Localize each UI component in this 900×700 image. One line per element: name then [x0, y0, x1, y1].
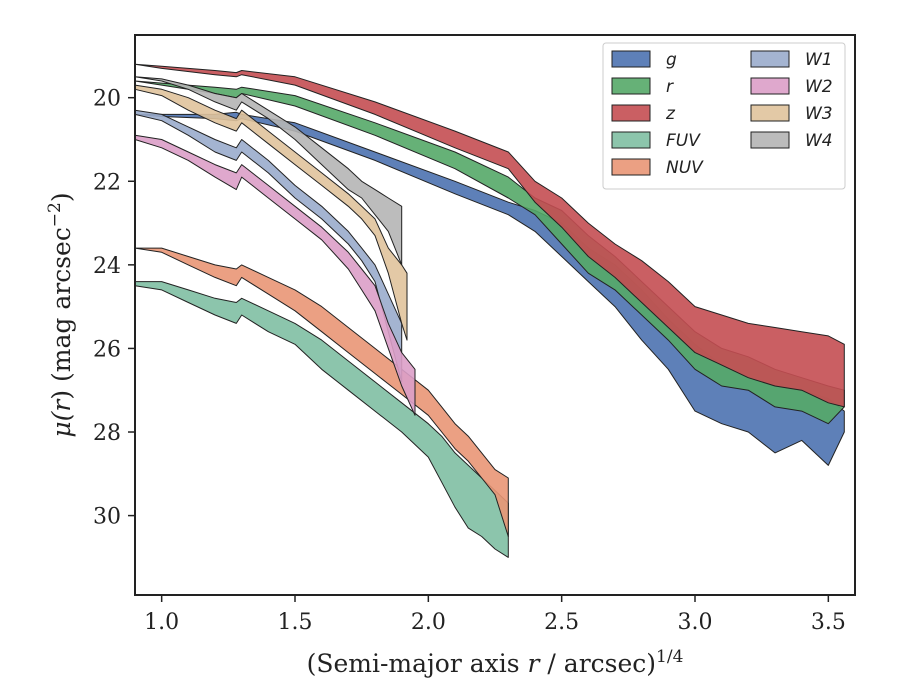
legend-swatch-fuv	[611, 131, 651, 149]
y-tick-label: 26	[93, 337, 121, 362]
x-axis-label: (Semi-major axis r / arcsec)1/4	[307, 647, 684, 678]
legend-label-w1: W1	[805, 50, 833, 70]
y-tick-label: 20	[93, 87, 121, 112]
x-tick-label: 3.5	[811, 610, 846, 635]
legend-label-r: r	[666, 77, 674, 97]
x-tick-label: 1.0	[144, 610, 179, 635]
band-z	[134, 63, 845, 408]
band-g	[134, 111, 845, 466]
band-group	[134, 63, 845, 558]
legend-label-w3: W3	[805, 104, 833, 124]
band-w2	[134, 134, 416, 416]
x-ticks: 1.0 1.5 2.0 2.5 3.0 3.5	[144, 595, 846, 635]
x-tick-label: 2.0	[411, 610, 446, 635]
legend-items: grz FUV NUV W1 W2 W3 W4	[611, 50, 833, 178]
y-tick-label: 22	[93, 170, 121, 195]
band-fuv	[134, 281, 509, 558]
x-tick-label: 1.5	[278, 610, 313, 635]
y-tick-label: 24	[93, 254, 121, 279]
legend-swatch-r	[611, 77, 651, 95]
legend-label-nuv: NUV	[666, 158, 704, 178]
legend: grz FUV NUV W1 W2 W3 W4	[602, 42, 846, 190]
legend-swatch-g	[611, 50, 651, 68]
x-tick-label: 2.5	[544, 610, 579, 635]
x-tick-label: 3.0	[678, 610, 713, 635]
legend-swatch-nuv	[611, 158, 651, 176]
plot-frame	[134, 34, 856, 596]
y-tick-label: 28	[93, 421, 121, 446]
y-ticks: 20 22 24 26 28 30	[93, 87, 135, 530]
legend-label-g: g	[666, 50, 677, 70]
legend-label-z: z	[665, 104, 676, 124]
y-tick-label: 30	[93, 505, 121, 530]
band-nuv	[134, 247, 509, 537]
band-w4	[134, 76, 403, 266]
legend-swatch-z	[611, 104, 651, 122]
band-w3	[134, 84, 408, 341]
legend-swatch-w1	[750, 50, 790, 68]
legend-swatch-w2	[750, 77, 790, 95]
legend-label-w4: W4	[805, 131, 833, 151]
y-axis-label: μ(r) (mag arcsec−2)	[45, 192, 76, 437]
legend-swatch-w3	[750, 104, 790, 122]
legend-label-w2: W2	[805, 77, 833, 97]
legend-label-fuv: FUV	[666, 131, 701, 151]
legend-swatch-w4	[750, 131, 790, 149]
